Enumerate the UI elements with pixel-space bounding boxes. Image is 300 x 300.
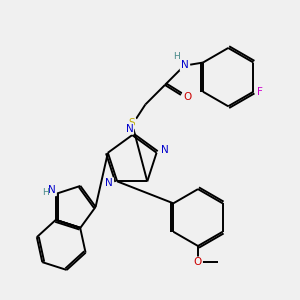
Text: N: N: [181, 60, 188, 70]
Text: N: N: [125, 124, 133, 134]
Text: N: N: [160, 145, 168, 155]
Text: H: H: [42, 188, 48, 196]
Text: O: O: [183, 92, 191, 102]
Text: N: N: [48, 185, 56, 195]
Text: O: O: [194, 257, 202, 267]
Text: F: F: [257, 87, 263, 97]
Text: N: N: [106, 178, 113, 188]
Text: S: S: [129, 118, 135, 128]
Text: H: H: [173, 52, 180, 61]
